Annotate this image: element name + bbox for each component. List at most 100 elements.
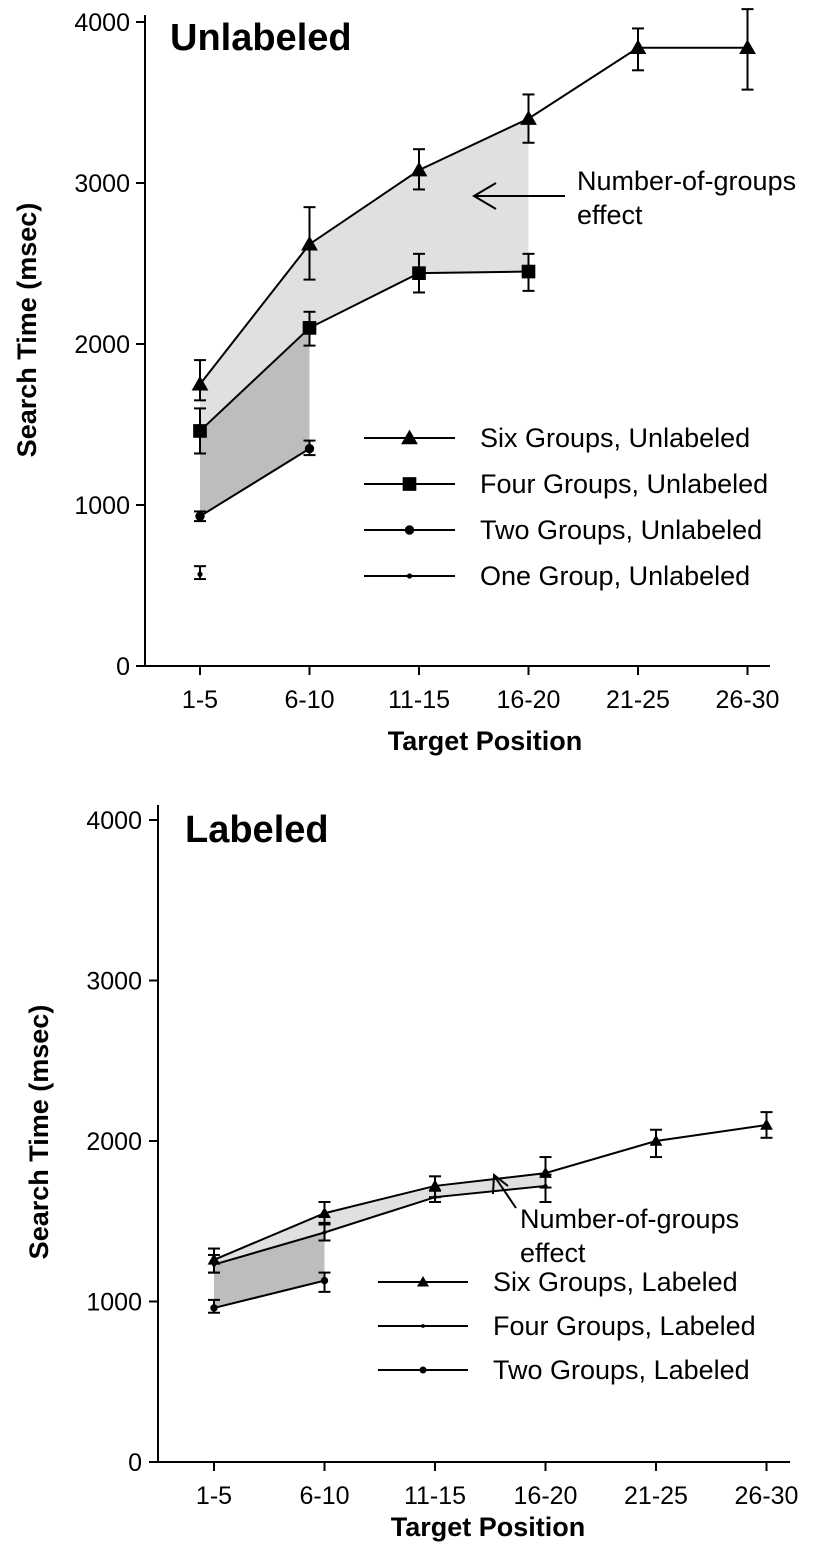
series-line: [213, 1123, 767, 1261]
y-tick-label: 2000: [86, 1128, 142, 1156]
arrowhead-icon: [472, 182, 497, 210]
data-point: [195, 511, 205, 521]
legend-marker: [404, 525, 415, 535]
effect-annotation: Number-of-groups effect: [492, 1173, 739, 1268]
series-line: [199, 270, 529, 432]
effect-shading: [200, 118, 529, 517]
series-line: [199, 447, 311, 518]
series-2: [208, 1271, 331, 1314]
y-tick-label: 3000: [74, 170, 130, 198]
series-1: [208, 1173, 552, 1274]
legend-item: Six Groups, Labeled: [378, 1267, 738, 1297]
data-point: [428, 1179, 442, 1191]
y-axis-label: Search Time (msec): [12, 203, 42, 458]
data-point: [318, 1206, 331, 1219]
y-tick-label: 1000: [86, 1289, 142, 1317]
data-point: [193, 424, 207, 438]
data-point: [433, 1195, 437, 1200]
legend-marker: [401, 429, 418, 445]
x-axis-label: Target Position: [391, 1512, 586, 1542]
x-tick-label: 1-5: [182, 686, 218, 714]
legend: Six Groups, Unlabeled Four Groups, Unlabe…: [364, 423, 768, 591]
data-point: [629, 39, 647, 55]
series-3: [194, 565, 206, 581]
y-tick-label: 2000: [74, 331, 130, 359]
effect-area: [214, 1232, 325, 1308]
x-tick-label: 16-20: [514, 1482, 578, 1510]
labeled-chart: 0 1000 2000 3000 4000 1-5 6-10 11-15 16-20 21-25 2…: [24, 805, 798, 1542]
legend: Six Groups, Labeled Four Groups, Labeled T…: [378, 1267, 756, 1385]
x-tick-label: 21-25: [606, 686, 670, 714]
legend-marker: [419, 1366, 427, 1374]
unlabeled-chart: 0 1000 2000 3000 4000 1-5 6-10 11-15 16-20 21-25 2…: [12, 8, 796, 756]
annotation-line-2: effect: [520, 1238, 586, 1268]
chart-title: Labeled: [185, 809, 329, 851]
y-tick-label: 4000: [74, 9, 130, 37]
x-tick-label: 26-30: [716, 686, 780, 714]
data-point: [543, 1183, 548, 1188]
annotation-arrow: [494, 1176, 517, 1209]
x-tick-label: 21-25: [624, 1482, 688, 1510]
legend-label: Four Groups, Labeled: [493, 1311, 756, 1341]
effect-annotation: Number-of-groups effect: [472, 166, 796, 230]
data-point: [520, 110, 537, 125]
legend-item: Two Groups, Unlabeled: [364, 515, 762, 545]
data-point: [302, 321, 317, 335]
x-tick-label: 11-15: [388, 686, 450, 714]
y-axis-label: Search Time (msec): [24, 1005, 54, 1260]
data-point: [410, 161, 428, 177]
series-line: [213, 1279, 325, 1309]
y-tick-label: 0: [128, 1449, 142, 1477]
legend-label: Six Groups, Unlabeled: [480, 423, 750, 453]
series-2: [194, 439, 316, 523]
effect-area: [200, 327, 310, 517]
x-tick-label: 1-5: [196, 1482, 232, 1510]
annotation-line-1: Number-of-groups: [520, 1204, 739, 1234]
x-tick-label: 16-20: [497, 686, 561, 714]
x-axis-label: Target Position: [388, 726, 583, 756]
data-point: [212, 1262, 216, 1267]
data-point: [521, 264, 536, 279]
data-point: [197, 571, 203, 577]
data-point: [649, 1134, 663, 1146]
legend-item: Six Groups, Unlabeled: [364, 423, 750, 453]
series-line: [213, 1184, 546, 1266]
axis-ticks: 0 1000 2000 3000 4000 1-5 6-10 11-15 16-20 21-25 2…: [86, 807, 798, 1510]
legend-item: One Group, Unlabeled: [364, 561, 750, 591]
legend-label: Six Groups, Labeled: [493, 1267, 738, 1297]
series-0: [191, 8, 756, 402]
annotation-line-2: effect: [577, 200, 643, 230]
legend-marker: [417, 1276, 429, 1287]
y-tick-label: 4000: [86, 807, 142, 835]
data-point: [210, 1304, 218, 1312]
data-point: [320, 1276, 329, 1285]
legend-label: Four Groups, Unlabeled: [480, 469, 768, 499]
legend-marker: [402, 477, 417, 491]
effect-shading: [214, 1173, 546, 1308]
legend-label: Two Groups, Unlabeled: [480, 515, 762, 545]
legend-marker: [421, 1324, 425, 1328]
arrowhead-icon: [492, 1173, 509, 1195]
data-series: [207, 1111, 773, 1314]
series-1: [193, 252, 536, 455]
x-tick-label: 6-10: [299, 1482, 349, 1510]
legend-label: One Group, Unlabeled: [480, 561, 750, 591]
annotation-line-1: Number-of-groups: [577, 166, 796, 196]
data-series: [191, 8, 756, 581]
legend-marker: [406, 573, 413, 579]
legend-item: Four Groups, Unlabeled: [364, 469, 768, 499]
data-point: [191, 375, 209, 391]
y-tick-label: 1000: [74, 492, 130, 520]
series-0: [207, 1111, 773, 1274]
y-tick-label: 0: [116, 653, 130, 681]
legend-label: Two Groups, Labeled: [493, 1355, 750, 1385]
data-point: [412, 266, 426, 280]
data-point: [322, 1230, 327, 1235]
data-point: [760, 1118, 773, 1130]
legend-item: Four Groups, Labeled: [378, 1311, 756, 1341]
legend-item: Two Groups, Labeled: [378, 1355, 750, 1385]
y-tick-label: 3000: [86, 968, 142, 996]
data-point: [301, 235, 318, 251]
x-tick-label: 26-30: [735, 1482, 799, 1510]
